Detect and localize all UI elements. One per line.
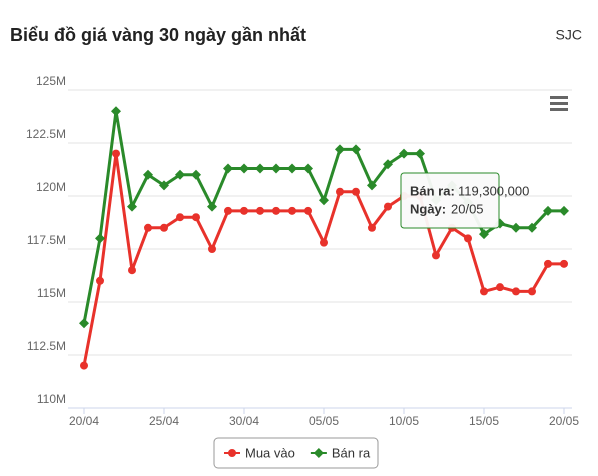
- marker: [351, 144, 361, 155]
- marker: [95, 233, 105, 244]
- menu-button[interactable]: [550, 96, 568, 111]
- tooltip: Bán ra: 119,300,000 Ngày: 20/05: [400, 172, 529, 229]
- marker: [464, 234, 472, 243]
- marker: [335, 144, 345, 155]
- menu-bar: [550, 96, 568, 99]
- marker: [287, 163, 297, 174]
- marker: [191, 169, 201, 180]
- marker: [176, 213, 184, 222]
- x-tick-label: 05/05: [309, 414, 339, 428]
- marker: [368, 223, 376, 232]
- marker: [271, 163, 281, 174]
- y-tick-label: 122.5M: [26, 127, 66, 141]
- marker: [479, 229, 489, 240]
- x-tick-label: 15/05: [469, 414, 499, 428]
- tooltip-box: [400, 172, 500, 229]
- marker: [511, 222, 521, 233]
- marker: [79, 318, 89, 329]
- marker: [543, 205, 553, 216]
- marker: [480, 287, 488, 296]
- source-label: SJC: [556, 27, 582, 43]
- y-tick-label: 125M: [36, 74, 66, 88]
- marker: [304, 206, 312, 215]
- marker: [399, 148, 409, 159]
- chart-title: Biểu đồ giá vàng 30 ngày gần nhất: [10, 25, 306, 45]
- marker: [207, 201, 217, 212]
- marker: [367, 180, 377, 191]
- marker: [415, 148, 425, 159]
- x-tick-label: 10/05: [389, 414, 419, 428]
- plot: 110M 112.5M 115M 117.5M 120M 122.5M 125M 20/04 2…: [26, 74, 579, 428]
- menu-bar: [550, 102, 568, 105]
- marker: [255, 163, 265, 174]
- marker: [336, 187, 344, 196]
- marker: [112, 149, 120, 158]
- marker: [192, 213, 200, 222]
- marker: [303, 163, 313, 174]
- marker: [223, 163, 233, 174]
- legend: Mua vào Bán ra: [224, 445, 371, 460]
- marker: [496, 283, 504, 292]
- marker: [272, 206, 280, 215]
- marker: [240, 206, 248, 215]
- y-tick-label: 110M: [37, 392, 66, 406]
- x-tick-label: 30/04: [229, 414, 259, 428]
- marker: [143, 169, 153, 180]
- x-tick-label: 25/04: [149, 414, 179, 428]
- marker: [383, 159, 393, 170]
- tooltip-value: 119,300,000: [458, 183, 529, 198]
- x-tick-label: 20/05: [549, 414, 579, 428]
- tooltip-series: Bán ra:: [410, 183, 455, 198]
- y-tick-label: 112.5M: [27, 339, 66, 353]
- marker: [512, 287, 520, 296]
- marker: [319, 195, 329, 206]
- marker: [528, 287, 536, 296]
- marker: [159, 180, 169, 191]
- marker: [144, 223, 152, 232]
- marker: [111, 106, 121, 117]
- marker: [559, 205, 569, 216]
- marker: [527, 222, 537, 233]
- legend-box: [213, 437, 379, 469]
- marker: [175, 169, 185, 180]
- marker: [128, 266, 136, 275]
- marker: [224, 206, 232, 215]
- marker: [208, 245, 216, 253]
- legend-label: Bán ra: [332, 445, 371, 460]
- marker: [352, 187, 360, 196]
- y-tick-label: 117.5M: [27, 233, 66, 247]
- marker: [560, 259, 568, 268]
- y-tick-label: 115M: [37, 286, 66, 300]
- legend-item[interactable]: Mua vào: [224, 445, 295, 460]
- menu-bar: [550, 108, 568, 111]
- y-tick-label: 120M: [36, 180, 66, 194]
- marker: [288, 206, 296, 215]
- tooltip-date-label: Ngày:: [410, 201, 446, 216]
- marker: [432, 251, 440, 260]
- marker: [160, 223, 168, 232]
- marker: [256, 206, 264, 215]
- x-tick-label: 20/04: [69, 414, 99, 428]
- legend-item[interactable]: Bán ra: [310, 445, 371, 460]
- marker: [239, 163, 249, 174]
- legend-label: Mua vào: [245, 445, 295, 460]
- marker: [313, 448, 324, 458]
- marker: [96, 276, 104, 285]
- marker: [127, 201, 137, 212]
- marker: [384, 202, 392, 211]
- tooltip-date: 20/05: [451, 201, 484, 216]
- marker: [320, 238, 328, 247]
- marker: [544, 259, 552, 268]
- marker: [228, 449, 236, 457]
- marker: [80, 361, 88, 370]
